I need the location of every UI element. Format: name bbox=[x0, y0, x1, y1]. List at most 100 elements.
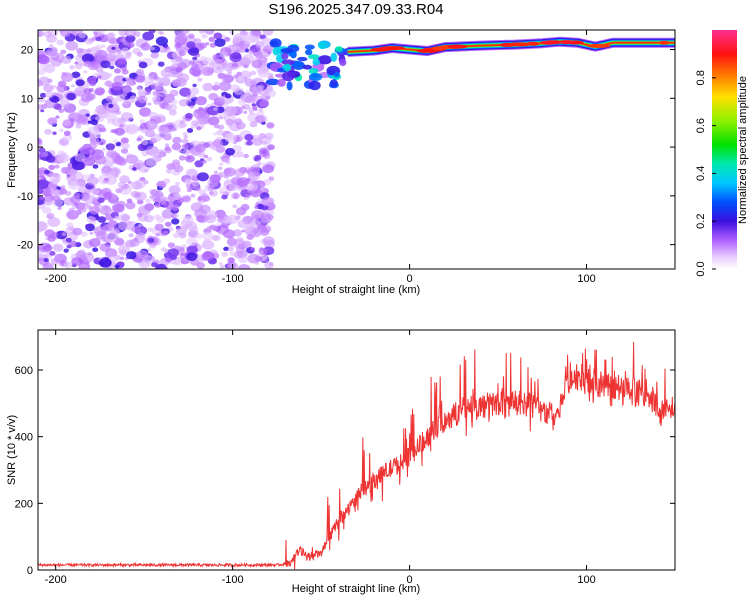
spectrogram-noise-cell bbox=[108, 103, 114, 108]
spectrogram-noise-cell bbox=[231, 62, 238, 68]
spectrogram-noise-cell bbox=[184, 178, 193, 185]
spectrogram-x-tick-label: 100 bbox=[577, 273, 595, 285]
spectrogram-noise-cell bbox=[262, 30, 274, 36]
spectrogram-noise-cell bbox=[178, 99, 189, 107]
spectrogram-noise-cell bbox=[198, 30, 206, 34]
spectrogram-noise-cell bbox=[190, 226, 199, 233]
spectrogram-onset-cell bbox=[269, 38, 282, 48]
figure-title: S196.2025.347.09.33.R04 bbox=[268, 1, 443, 18]
spectrogram-y-tick-label: -20 bbox=[17, 240, 33, 252]
spectrogram-noise-cell bbox=[49, 172, 62, 183]
spectrogram-noise-cell bbox=[101, 147, 106, 152]
spectrogram-noise-cell bbox=[46, 212, 55, 219]
spectrogram-noise-cell bbox=[175, 226, 187, 235]
spectrogram-noise-cell bbox=[218, 116, 224, 120]
spectrogram-noise-cell bbox=[227, 72, 232, 75]
spectrogram-noise-cell bbox=[56, 39, 64, 46]
spectrogram-noise-cell bbox=[38, 104, 44, 110]
spectrogram-noise-cell bbox=[244, 95, 256, 104]
spectrogram-noise-cell bbox=[45, 248, 52, 253]
spectrogram-track-peak bbox=[540, 40, 557, 45]
spectrogram-noise-cell bbox=[218, 171, 226, 178]
spectrogram-noise-cell bbox=[195, 96, 207, 106]
spectrogram-noise-cell bbox=[238, 123, 245, 128]
spectrogram-noise-cell bbox=[222, 75, 233, 84]
snr-x-tick-label: 0 bbox=[407, 574, 413, 586]
spectrogram-noise-cell bbox=[73, 192, 81, 198]
spectrogram-noise-cell bbox=[107, 51, 117, 59]
spectrogram-noise-cell bbox=[95, 36, 102, 42]
spectrogram-noise-cell bbox=[43, 169, 50, 175]
spectrogram-noise-cell bbox=[191, 69, 202, 77]
spectrogram-noise-cell bbox=[89, 231, 94, 235]
spectrogram-onset-cell bbox=[272, 46, 281, 56]
spectrogram-noise-cell bbox=[118, 249, 128, 256]
spectrogram-noise-cell bbox=[103, 191, 113, 200]
spectrogram-noise-cell bbox=[186, 94, 191, 98]
spectrogram-noise-cell bbox=[197, 77, 203, 82]
spectrogram-noise-cell bbox=[229, 52, 242, 63]
spectrogram-noise-cell bbox=[182, 148, 191, 155]
spectrogram-onset-cell bbox=[339, 58, 347, 67]
spectrogram-noise-cell bbox=[243, 153, 249, 159]
spectrogram-noise-cell bbox=[189, 60, 196, 65]
spectrogram-noise-cell bbox=[87, 126, 100, 136]
spectrogram-noise-cell bbox=[196, 215, 206, 223]
spectrogram-noise-cell bbox=[147, 102, 152, 106]
spectrogram-noise-cell bbox=[99, 243, 111, 252]
spectrogram-noise-cell bbox=[38, 179, 49, 189]
spectrogram-noise-cell bbox=[165, 143, 170, 147]
spectrogram-noise-cell bbox=[266, 122, 275, 129]
spectrogram-noise-cell bbox=[171, 99, 178, 105]
spectrogram-noise-cell bbox=[68, 207, 75, 213]
spectrogram-noise-cell bbox=[119, 256, 125, 260]
spectrogram-noise-cell bbox=[212, 54, 220, 60]
spectrogram-noise-cell bbox=[74, 61, 79, 65]
spectrogram-noise-cell bbox=[71, 257, 83, 266]
spectrogram-noise-cell bbox=[222, 216, 233, 225]
spectrogram-noise-cell bbox=[48, 164, 56, 170]
spectrogram-noise-cell bbox=[39, 62, 50, 71]
spectrogram-noise-cell bbox=[256, 162, 262, 166]
spectrogram-noise-cell bbox=[242, 54, 255, 64]
spectrogram-tone-track bbox=[265, 36, 675, 91]
colorbar-ticks: 0.0 0.2 0.4 0.6 0.8 bbox=[695, 70, 716, 277]
spectrogram-noise-cell bbox=[38, 68, 46, 76]
spectrogram-noise-cell bbox=[137, 143, 148, 152]
spectrogram-noise-cell bbox=[44, 264, 50, 268]
spectrogram-noise-cell bbox=[214, 170, 218, 174]
spectrogram-noise-cell bbox=[171, 218, 180, 225]
spectrogram-y-tick-label: 10 bbox=[21, 93, 33, 105]
spectrogram-noise-cell bbox=[193, 108, 206, 119]
spectrogram-noise-cell bbox=[183, 135, 188, 139]
spectrogram-noise-cell bbox=[178, 50, 186, 57]
spectrogram-noise-cell bbox=[158, 126, 170, 135]
spectrogram-noise-cell bbox=[151, 262, 158, 268]
spectrogram-noise-cell bbox=[73, 202, 79, 207]
spectrogram-onset-cell bbox=[281, 59, 295, 66]
colorbar-tick-label: 0.8 bbox=[695, 70, 707, 85]
spectrogram-noise-cell bbox=[252, 228, 260, 234]
spectrogram-noise-cell bbox=[178, 155, 186, 161]
spectrogram-noise-cell bbox=[209, 42, 217, 48]
spectrogram-x-ticks: -200 -100 0 100 bbox=[45, 30, 596, 285]
spectrogram-noise-cell bbox=[114, 264, 120, 269]
spectrogram-noise-cell bbox=[192, 83, 197, 88]
spectrogram-noise-cell bbox=[49, 251, 56, 256]
spectrogram-noise-cell bbox=[121, 112, 134, 122]
spectrogram-noise-cell bbox=[120, 137, 129, 144]
spectrogram-noise-cell bbox=[235, 207, 247, 216]
spectrogram-noise-cell bbox=[223, 246, 229, 251]
spectrogram-noise-cell bbox=[258, 133, 267, 139]
spectrogram-noise-cell bbox=[138, 61, 148, 69]
spectrogram-noise-cell bbox=[106, 149, 118, 158]
spectrogram-noise-cell bbox=[175, 43, 182, 48]
spectrogram-noise-cell bbox=[177, 198, 185, 204]
spectrogram-noise-cell bbox=[204, 214, 217, 224]
spectrogram-noise-cell bbox=[65, 237, 72, 243]
spectrogram-track-peak bbox=[658, 40, 670, 45]
spectrogram-noise-cell bbox=[87, 76, 97, 84]
spectrogram-noise-cell bbox=[250, 85, 264, 95]
spectrogram-noise-cell bbox=[126, 198, 133, 203]
